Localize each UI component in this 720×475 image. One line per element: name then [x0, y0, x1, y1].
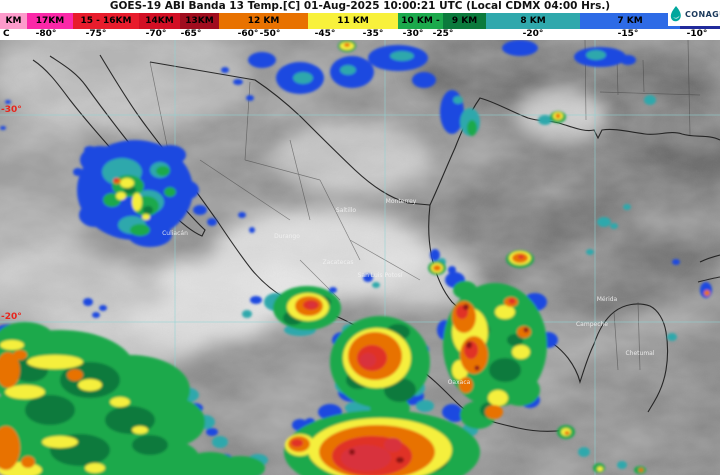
city-label: Campeche — [576, 321, 608, 328]
temperature-scale: C -80° -75° -70° -65° -60° -50° -45° -35° -30° -25… — [0, 29, 720, 40]
latitude-labels: -30° -20° — [1, 105, 22, 322]
satellite-map: -30° -20° Culiacán Durango Saltillo Monterre… — [0, 40, 720, 475]
latitude-label: -30° — [1, 105, 22, 115]
conagua-drop-icon — [670, 6, 681, 22]
temp-tick: -25° — [432, 29, 454, 39]
temp-tick: -70° — [145, 29, 167, 39]
scale-segment-14km: 14KM — [139, 13, 180, 29]
city-label: Mérida — [597, 296, 618, 303]
scale-segment-10km-: 10 KM - — [398, 13, 443, 29]
city-label: San Luis Potosí — [358, 272, 403, 279]
temp-tick: -45° — [314, 29, 336, 39]
scale-segment-km: KM — [0, 13, 27, 29]
temp-tick: -15° — [617, 29, 639, 39]
scale-segment-15-16km: 15 - 16KM — [73, 13, 139, 29]
temp-tick: -80° — [35, 29, 57, 39]
temp-tick: -35° — [362, 29, 384, 39]
temp-tick: -10° — [686, 29, 708, 39]
altitude-color-scale: KM 17KM 15 - 16KM 14KM 13KM 12 KM 11 KM 10 KM -… — [0, 13, 720, 29]
scale-segment-8km: 8 KM — [486, 13, 580, 29]
scale-segment-13km: 13KM — [180, 13, 219, 29]
scale-segment-9km: 9 KM — [443, 13, 486, 29]
temp-tick: -75° — [85, 29, 107, 39]
scale-segment-12km: 12 KM — [219, 13, 308, 29]
temp-tick: -30° — [402, 29, 424, 39]
city-label: Durango — [274, 233, 300, 240]
city-labels: Culiacán Durango Saltillo Monterrey Zacateca… — [162, 198, 655, 386]
convection-overlay — [0, 40, 712, 475]
city-label: Oaxaca — [448, 379, 471, 386]
temp-tick: -20° — [522, 29, 544, 39]
temp-tick: -60° — [237, 29, 259, 39]
temp-tick: -50° — [259, 29, 281, 39]
image-title: GOES-19 ABI Banda 13 Temp.[C] 01-Aug-202… — [109, 0, 611, 12]
temp-tick: C — [3, 29, 10, 39]
latitude-label: -20° — [1, 312, 22, 322]
city-label: Monterrey — [386, 198, 417, 205]
conagua-logo: CONAGUA — [668, 2, 720, 26]
titlebar: GOES-19 ABI Banda 13 Temp.[C] 01-Aug-202… — [0, 0, 720, 13]
convection-dark-red — [349, 304, 529, 463]
scale-segment-11km: 11 KM — [308, 13, 398, 29]
temp-tick: -65° — [180, 29, 202, 39]
scale-segment-7km: 7 KM — [580, 13, 680, 29]
city-label: Culiacán — [162, 230, 188, 237]
conagua-logo-text: CONAGUA — [685, 9, 720, 19]
scale-segment-17km: 17KM — [27, 13, 73, 29]
city-label: Zacatecas — [323, 259, 354, 266]
city-label: Saltillo — [336, 207, 357, 214]
city-label: Chetumal — [625, 350, 654, 357]
